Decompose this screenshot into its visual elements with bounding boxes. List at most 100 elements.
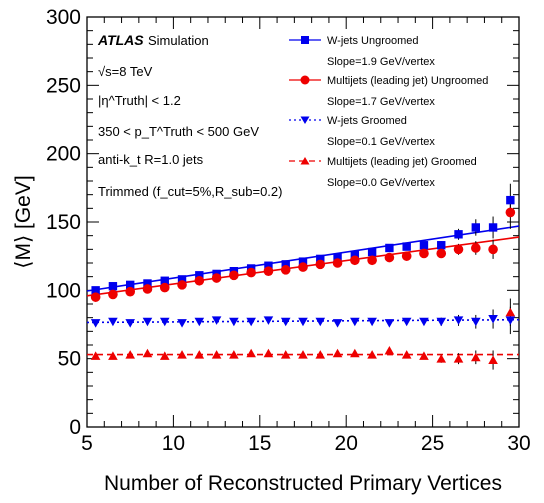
point-wjets-ungroomed (108, 282, 118, 291)
point-wjets-groomed (108, 317, 118, 327)
point-wjets-groomed (471, 317, 481, 327)
point-wjets-ungroomed (385, 243, 394, 253)
point-multijets-ungroomed (246, 267, 256, 278)
point-wjets-groomed (367, 317, 377, 327)
point-wjets-groomed (315, 317, 326, 327)
point-wjets-ungroomed (177, 275, 187, 284)
point-multijets-ungroomed (401, 251, 412, 261)
simulation-label: Simulation (148, 33, 209, 48)
point-wjets-groomed (505, 316, 516, 325)
y-axis-title: ⟨M⟩ [GeV] (12, 175, 35, 268)
point-wjets-ungroomed (437, 241, 446, 250)
x-tick-label: 25 (421, 432, 444, 455)
legend-name-wjets-ungroomed: W-jets Ungroomed (327, 35, 419, 47)
point-wjets-groomed (350, 317, 360, 327)
point-multijets-groomed (419, 351, 429, 360)
legend-entry-multijets-groomed: Multijets (leading jet) Groomed Slope=0.… (289, 156, 477, 189)
point-multijets-groomed (159, 351, 170, 360)
legend-name-wjets-groomed: W-jets Groomed (327, 115, 407, 127)
point-wjets-ungroomed (454, 230, 463, 239)
point-multijets-ungroomed (125, 286, 135, 297)
point-multijets-groomed (505, 307, 516, 317)
point-wjets-ungroomed (488, 223, 498, 232)
point-multijets-ungroomed (419, 248, 429, 259)
point-multijets-groomed (315, 350, 326, 359)
point-multijets-ungroomed (505, 207, 516, 218)
y-tick-label: 0 (69, 416, 81, 439)
point-wjets-ungroomed (316, 254, 325, 264)
y-tick-label: 250 (46, 74, 81, 97)
point-wjets-groomed (280, 317, 291, 327)
point-multijets-groomed (280, 350, 291, 359)
point-wjets-groomed (142, 317, 153, 327)
y-tick-label: 50 (58, 348, 81, 371)
point-wjets-ungroomed (281, 260, 290, 269)
point-wjets-groomed (90, 319, 101, 328)
energy-label: √s=8 TeV (98, 64, 153, 79)
point-wjets-ungroomed (333, 253, 342, 262)
point-wjets-groomed (298, 317, 308, 327)
point-multijets-ungroomed (298, 262, 308, 272)
point-wjets-groomed (125, 319, 135, 328)
point-wjets-ungroomed (126, 280, 135, 290)
point-wjets-groomed (229, 317, 239, 327)
point-multijets-groomed (436, 354, 447, 363)
point-multijets-ungroomed (453, 244, 464, 255)
point-multijets-groomed (246, 348, 256, 358)
point-multijets-groomed (298, 350, 308, 359)
point-wjets-ungroomed (91, 286, 100, 295)
annotation-block: ATLAS Simulation √s=8 TeV |η^Truth| < 1.… (97, 32, 282, 199)
y-tick-label: 150 (46, 211, 81, 234)
point-wjets-ungroomed (264, 261, 273, 270)
legend-marker-multijets-groomed (300, 157, 310, 165)
point-multijets-groomed (194, 350, 205, 359)
point-wjets-groomed (194, 317, 205, 327)
point-multijets-ungroomed (315, 259, 326, 270)
algorithm-label: anti-k_t R=1.0 jets (98, 152, 204, 167)
point-wjets-groomed (246, 317, 256, 327)
point-multijets-groomed (90, 351, 101, 360)
point-wjets-ungroomed (506, 195, 515, 205)
point-wjets-groomed (488, 315, 498, 324)
point-multijets-groomed (211, 350, 222, 359)
legend-marker-wjets-ungroomed (301, 36, 309, 44)
point-wjets-groomed (384, 319, 395, 328)
point-wjets-groomed (159, 317, 170, 327)
legend-entry-multijets-ungroomed: Multijets (leading jet) Ungroomed Slope=… (289, 75, 488, 108)
y-tick-label: 100 (46, 279, 81, 302)
point-multijets-groomed (125, 350, 135, 359)
point-multijets-groomed (263, 348, 274, 358)
x-tick-label: 15 (248, 432, 271, 455)
point-wjets-groomed (453, 316, 464, 325)
point-multijets-ungroomed (350, 255, 360, 266)
data-markers (90, 195, 516, 365)
pt-cut-label: 350 < p_T^Truth < 500 GeV (98, 124, 259, 139)
point-wjets-ungroomed (195, 271, 204, 280)
legend-slope-wjets-groomed: Slope=0.1 GeV/vertex (327, 136, 435, 148)
point-wjets-groomed (401, 317, 412, 327)
legend-slope-wjets-ungroomed: Slope=1.9 GeV/vertex (327, 56, 435, 68)
point-wjets-groomed (419, 317, 429, 327)
legend-slope-multijets-groomed: Slope=0.0 GeV/vertex (327, 177, 435, 189)
point-multijets-ungroomed (263, 266, 274, 277)
point-wjets-ungroomed (367, 247, 377, 257)
point-wjets-ungroomed (160, 276, 169, 285)
y-tick-label: 300 (46, 6, 81, 29)
point-multijets-groomed (108, 351, 118, 360)
x-tick-label: 30 (507, 432, 530, 455)
point-multijets-ungroomed (229, 270, 239, 281)
point-multijets-groomed (471, 352, 481, 362)
axis-ticks (86, 16, 520, 428)
point-wjets-ungroomed (143, 279, 152, 288)
x-tick-label: 10 (162, 432, 185, 455)
point-multijets-ungroomed (436, 248, 447, 259)
point-wjets-groomed (332, 319, 343, 328)
point-multijets-ungroomed (280, 265, 291, 275)
point-multijets-groomed (350, 348, 360, 358)
point-multijets-ungroomed (367, 255, 377, 266)
point-multijets-groomed (229, 350, 239, 359)
x-axis-title: Number of Reconstructed Primary Vertices (104, 472, 502, 495)
point-multijets-groomed (384, 345, 395, 355)
